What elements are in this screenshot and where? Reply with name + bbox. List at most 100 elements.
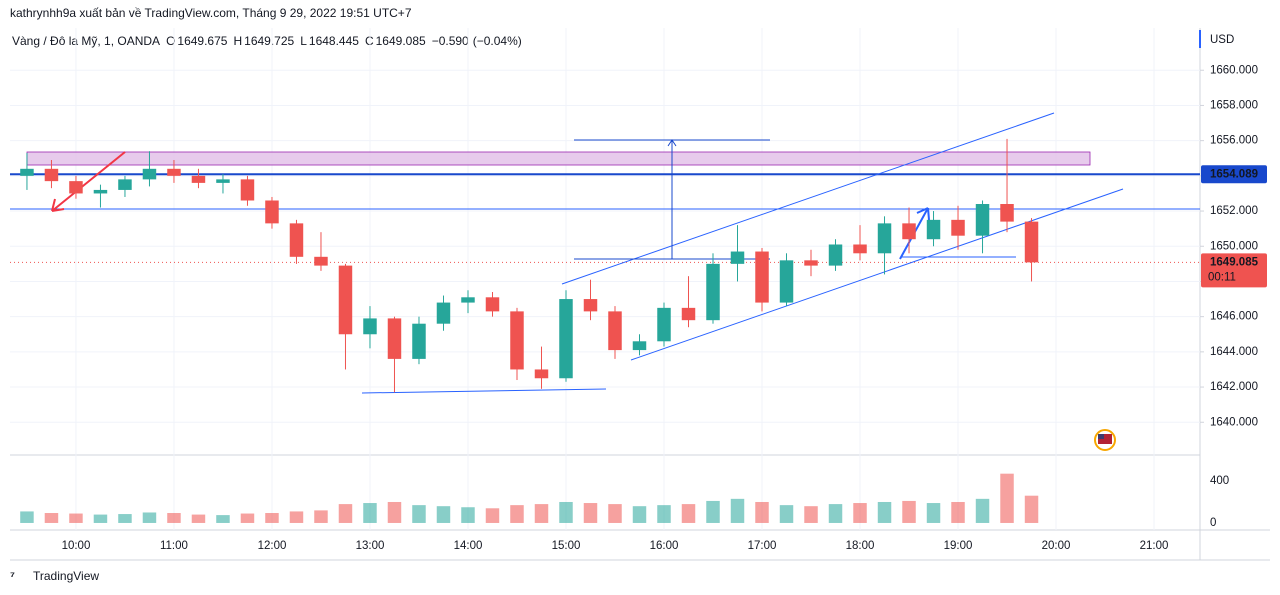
candle-body xyxy=(485,297,500,312)
volume-bar xyxy=(877,501,892,523)
candle-body xyxy=(387,318,402,359)
volume-bar xyxy=(363,503,377,523)
volume-bar xyxy=(755,501,769,523)
last-price-bg xyxy=(1201,253,1267,288)
candle-body xyxy=(216,179,230,183)
volume-bar xyxy=(20,511,34,523)
volume-bar xyxy=(632,506,647,523)
y-tick-label: 1652.000 xyxy=(1210,205,1258,217)
legend-text: 1649.085 xyxy=(376,34,426,48)
candle-body xyxy=(314,256,328,266)
event-icon xyxy=(1098,434,1112,444)
legend: Vàng / Đô la Mỹ, 1, OANDA O 1649.675 H 1649.… xyxy=(12,34,522,48)
volume-bar xyxy=(1000,473,1014,523)
candle-body xyxy=(853,244,867,254)
candle-body xyxy=(706,263,720,321)
candle-body xyxy=(118,179,132,190)
volume-bar xyxy=(240,513,255,523)
channel-line xyxy=(561,112,1055,285)
volume-bar xyxy=(216,515,230,523)
candle-body xyxy=(779,260,794,303)
y-tick-label: 1644.000 xyxy=(1210,346,1258,358)
volume-tick-label: 400 xyxy=(1210,475,1229,487)
x-tick-label: 10:00 xyxy=(62,540,91,552)
x-tick-label: 17:00 xyxy=(748,540,777,552)
candle-body xyxy=(191,175,206,183)
legend-text: L xyxy=(300,34,307,48)
event-icon xyxy=(1098,434,1104,439)
currency: USD xyxy=(1210,34,1234,46)
candle-body xyxy=(828,244,843,266)
candle-body xyxy=(20,168,34,176)
volume-bar xyxy=(93,514,108,523)
x-tick-label: 14:00 xyxy=(454,540,483,552)
legend-text: 1648.445 xyxy=(309,34,359,48)
x-tick-label: 18:00 xyxy=(846,540,875,552)
legend-text: (−0.04%) xyxy=(473,34,522,48)
volume-bar xyxy=(706,500,720,523)
candle-body xyxy=(975,204,990,236)
candle-body xyxy=(534,369,549,379)
candle-body xyxy=(167,168,181,176)
x-tick-label: 15:00 xyxy=(552,540,581,552)
volume-bar xyxy=(510,505,524,523)
channel-line xyxy=(630,188,1124,361)
volume-bar xyxy=(167,513,181,523)
logo-mark: ⁷ xyxy=(10,569,15,583)
candle-body xyxy=(730,251,745,264)
footer-brand: TradingView xyxy=(33,569,99,583)
candle-body xyxy=(951,219,965,236)
price-label: 1654.089 xyxy=(1210,168,1258,180)
candle-body xyxy=(363,318,377,335)
volume-bar xyxy=(583,503,598,523)
x-tick-label: 20:00 xyxy=(1042,540,1071,552)
legend-text: C xyxy=(365,34,374,48)
measure-arrow xyxy=(667,139,677,147)
candle-body xyxy=(265,200,279,224)
candle-body xyxy=(240,179,255,201)
candle-body xyxy=(632,341,647,351)
volume-bar xyxy=(314,510,328,523)
volume-bar xyxy=(608,504,622,523)
x-tick-label: 16:00 xyxy=(650,540,679,552)
volume-bar xyxy=(1024,495,1039,523)
x-tick-label: 12:00 xyxy=(258,540,287,552)
volume-bar xyxy=(951,501,965,523)
y-tick-label: 1646.000 xyxy=(1210,311,1258,323)
y-tick-label: 1640.000 xyxy=(1210,416,1258,428)
volume-bar xyxy=(69,513,83,523)
x-tick-label: 19:00 xyxy=(944,540,973,552)
zone-rect xyxy=(26,151,1091,166)
volume-bar xyxy=(44,513,59,523)
volume-bar xyxy=(387,501,402,523)
volume-bar xyxy=(534,504,549,523)
candle-body xyxy=(510,311,524,370)
y-tick-label: 1656.000 xyxy=(1210,135,1258,147)
volume-bar xyxy=(461,507,475,523)
candle-body xyxy=(559,299,573,379)
volume-bar xyxy=(191,514,206,523)
volume-bar xyxy=(681,504,696,523)
candle-body xyxy=(877,223,892,254)
volume-bar xyxy=(338,504,353,523)
candle-body xyxy=(755,251,769,303)
x-tick-label: 21:00 xyxy=(1140,540,1169,552)
legend-text: 1649.675 xyxy=(177,34,227,48)
volume-bar xyxy=(436,506,451,523)
candle-body xyxy=(44,168,59,182)
volume-bar xyxy=(142,512,157,523)
volume-bar xyxy=(828,504,843,523)
candle-body xyxy=(289,223,304,257)
x-tick-label: 11:00 xyxy=(160,540,188,552)
volume-bar xyxy=(853,503,867,523)
y-tick-label: 1658.000 xyxy=(1210,99,1258,111)
countdown: 00:11 xyxy=(1208,271,1236,283)
volume-bar xyxy=(902,500,916,523)
candle-body xyxy=(69,181,83,194)
volume-bar xyxy=(289,511,304,523)
volume-bar xyxy=(657,505,671,523)
candle-body xyxy=(436,302,451,324)
price-label-bg xyxy=(1201,165,1267,184)
